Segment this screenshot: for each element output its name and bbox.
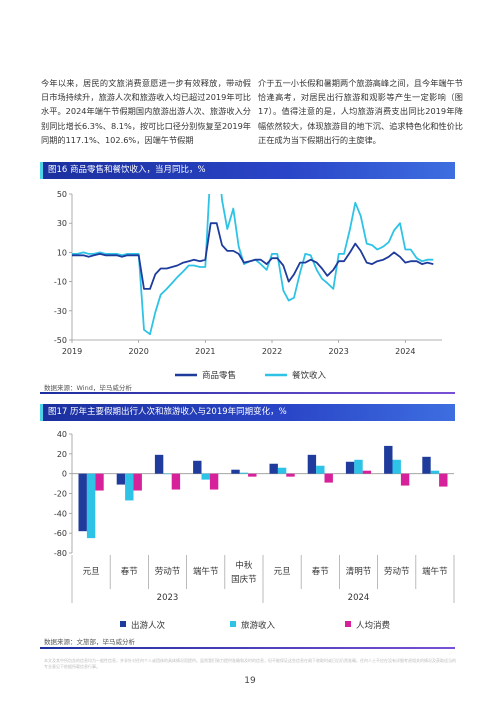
bar-出游人次 <box>193 460 202 474</box>
bar-人均消费 <box>439 473 448 487</box>
y-tick-label: -20 <box>54 490 67 499</box>
y-tick-label: 50 <box>57 190 67 199</box>
y-tick-label: -10 <box>54 278 67 287</box>
category-label: 元旦 <box>83 567 100 577</box>
figure17-title: 图17 历年主要假期出行人次和旅游收入与2019年同期变化，% <box>48 407 287 417</box>
plot-area <box>72 194 434 336</box>
bar-旅游收入 <box>277 467 287 474</box>
bar-旅游收入 <box>86 473 96 539</box>
legend-label: 餐饮收入 <box>292 370 327 381</box>
bar-人均消费 <box>248 473 257 477</box>
category-label: 元旦 <box>274 567 291 577</box>
bar-出游人次 <box>307 454 317 474</box>
bar-出游人次 <box>384 445 393 474</box>
bar-旅游收入 <box>354 459 363 474</box>
bar-旅游收入 <box>392 459 401 474</box>
category-label: 清明节 <box>346 566 372 577</box>
y-tick-label: 0 <box>62 470 67 479</box>
legend-label: 人均消费 <box>356 620 391 631</box>
series-line-餐饮收入 <box>72 194 434 336</box>
figure16-title: 图16 商品零售和餐饮收入，当月同比，% <box>48 165 206 175</box>
category-label: 劳动节 <box>155 566 181 577</box>
category-label: 劳动节 <box>384 566 410 577</box>
bar-出游人次 <box>269 463 278 474</box>
y-tick-label: 40 <box>57 430 67 439</box>
y-tick-label: 10 <box>57 248 67 257</box>
bar-人均消费 <box>286 473 295 477</box>
bar-出游人次 <box>422 456 431 474</box>
bar-出游人次 <box>78 473 87 532</box>
bar-旅游收入 <box>239 472 249 474</box>
figure16-header: 图16 商品零售和餐饮收入，当月同比，% <box>40 162 455 179</box>
footnote: 本文及其中所包含的信息均为一般性信息，并非针对任何个人或团体的具体情况而提供。虽… <box>44 658 456 669</box>
category-label: 中秋 <box>235 560 253 571</box>
bar-人均消费 <box>133 473 142 491</box>
series-line-商品零售 <box>72 222 434 290</box>
x-tick-label: 2020 <box>128 347 148 356</box>
figure17-header: 图17 历年主要假期出行人次和旅游收入与2019年同期变化，% <box>40 404 455 421</box>
bar-旅游收入 <box>125 473 134 501</box>
category-label: 春节 <box>121 566 139 577</box>
header-accent <box>40 404 43 421</box>
bar-出游人次 <box>345 461 355 474</box>
category-label: 国庆节 <box>231 574 257 585</box>
figure17-bottom-rule <box>40 647 455 649</box>
bar-出游人次 <box>116 473 126 485</box>
bar-旅游收入 <box>316 465 325 474</box>
legend-label: 出游人次 <box>131 620 166 631</box>
x-tick-label: 2021 <box>195 347 215 356</box>
y-tick-label: -50 <box>54 336 67 345</box>
bar-旅游收入 <box>430 470 440 474</box>
y-tick-label: -80 <box>54 549 67 558</box>
legend-label: 商品零售 <box>202 370 236 381</box>
category-label: 端午节 <box>193 566 219 577</box>
x-tick-label: 2019 <box>62 347 82 356</box>
figure16-source: 数据来源：Wind，毕马威分析 <box>44 384 132 392</box>
bar-人均消费 <box>171 473 181 490</box>
bar-旅游收入 <box>201 473 210 480</box>
x-tick-label: 2022 <box>262 347 282 356</box>
y-tick-label: -30 <box>54 307 67 316</box>
bar-人均消费 <box>324 473 333 483</box>
legend-swatch <box>345 621 351 627</box>
y-tick-label: -40 <box>54 509 67 518</box>
y-tick-label: 20 <box>57 450 67 459</box>
header-accent <box>40 162 43 179</box>
y-tick-label: -60 <box>54 529 67 538</box>
bar-人均消费 <box>400 473 410 486</box>
figure16-line-chart: 50 30 10 -10 -30 -50 2019 2020 2021 2022 2023 2024 商… <box>54 190 442 381</box>
bar-人均消费 <box>209 473 219 490</box>
body-text-right: 介于五一小长假和暑期两个旅游高峰之间，且今年端午节恰逢高考，对居民出行旅游和观影… <box>258 78 463 145</box>
x-tick-label: 2024 <box>395 347 415 356</box>
figure16-bottom-rule <box>40 392 455 394</box>
legend-label: 旅游收入 <box>241 620 276 631</box>
x-tick-label: 2023 <box>328 347 348 356</box>
bar-人均消费 <box>95 473 104 491</box>
legend-swatch <box>120 621 126 627</box>
bar-旅游收入 <box>163 473 172 475</box>
group-label: 2024 <box>348 593 370 603</box>
bar-人均消费 <box>362 470 372 474</box>
bar-出游人次 <box>154 454 164 474</box>
body-text-left: 今年以来，居民的文旅消费意愿进一步有效释放，带动假日市场持续升，旅游人次和旅游收… <box>41 78 251 145</box>
group-label: 2023 <box>157 593 179 603</box>
category-label: 端午节 <box>422 566 448 577</box>
legend-swatch <box>230 621 236 627</box>
bar-出游人次 <box>231 469 240 474</box>
y-tick-label: 30 <box>57 219 67 228</box>
category-label: 春节 <box>312 566 330 577</box>
page-number: 19 <box>244 676 256 686</box>
figure17-source: 数据来源：文旅部，毕马威分析 <box>44 638 135 646</box>
